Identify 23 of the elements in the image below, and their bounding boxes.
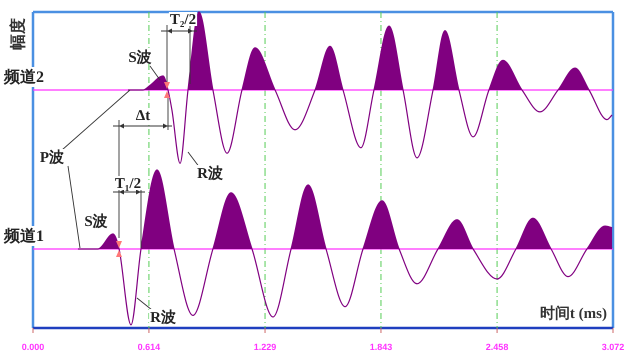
x-axis-title: 时间t (ms) — [540, 305, 607, 322]
x-tick-label: 0.614 — [138, 342, 160, 352]
annotation: R波 — [136, 298, 177, 326]
annotation: T₂/2 — [170, 12, 196, 28]
annotation: R波 — [197, 165, 223, 182]
x-tick-label: 1.843 — [370, 342, 392, 352]
annotation: R波 — [188, 152, 224, 182]
x-tick-label: 0.000 — [22, 342, 44, 352]
annotation: S波 — [128, 49, 152, 66]
annotation: S波 — [83, 213, 109, 230]
annotation: S波 — [127, 49, 160, 80]
text: 频道2 — [3, 68, 44, 86]
annotation: T₁/2 — [112, 176, 146, 248]
x-tick-label: 3.072 — [602, 342, 624, 352]
annotation: R波 — [150, 309, 176, 326]
annotation: Δt — [136, 108, 150, 124]
x-tick-label: 2.458 — [486, 342, 508, 352]
y-axis-title: 幅度 — [8, 18, 27, 50]
annotation: T₂/2 — [160, 12, 198, 86]
annotation: P波 — [40, 149, 64, 166]
x-tick-label: 1.229 — [254, 342, 276, 352]
annotation: T₁/2 — [114, 176, 142, 192]
text: 频道1 — [3, 227, 44, 245]
